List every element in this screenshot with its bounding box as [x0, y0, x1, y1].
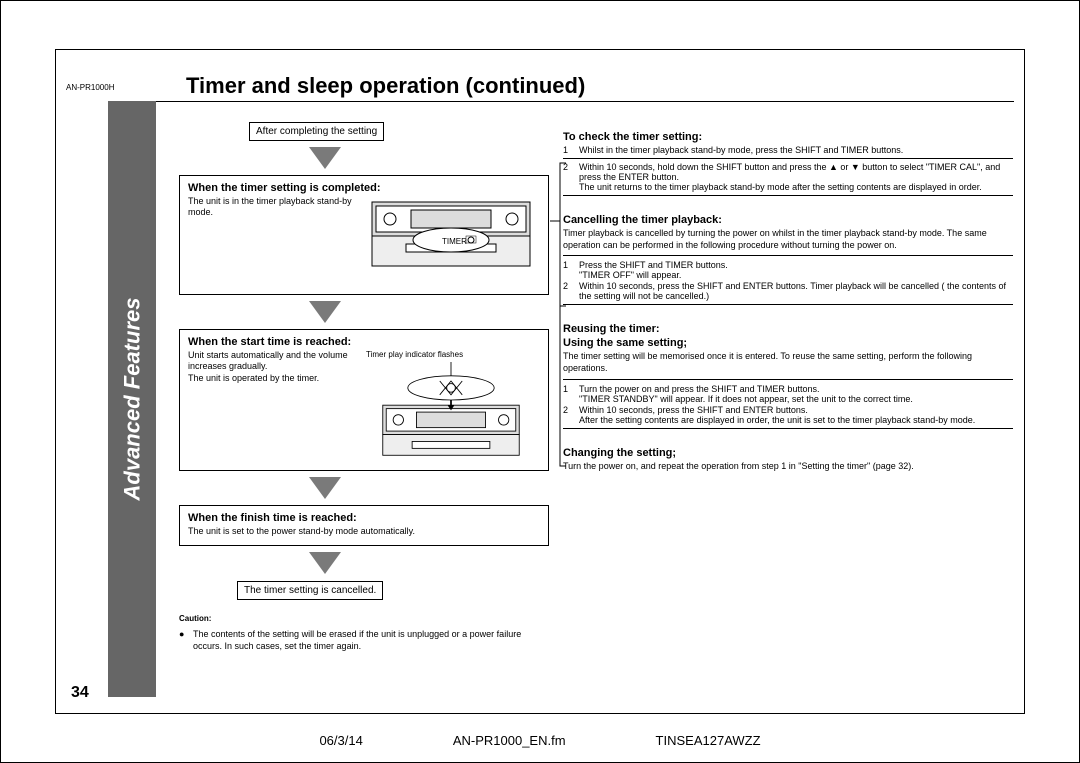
cancel-t1b: "TIMER OFF" will appear.	[579, 270, 1013, 280]
caution-head: Caution:	[179, 614, 549, 623]
num: 2	[563, 162, 573, 192]
reuse-body: The timer setting will be memorised once…	[563, 351, 1013, 374]
sec2-body2: The unit is operated by the timer.	[188, 373, 358, 384]
page-footer: 06/3/14 AN-PR1000_EN.fm TINSEA127AWZZ	[1, 733, 1079, 748]
sidebar-label: Advanced Features	[119, 298, 145, 501]
step-after-complete: After completing the setting	[249, 122, 384, 141]
num: 2	[563, 405, 573, 425]
section-start-time: When the start time is reached: Unit sta…	[179, 329, 549, 471]
right-column: To check the timer setting: 1 Whilst in t…	[563, 131, 1013, 490]
section-reuse-timer: Reusing the timer: Using the same settin…	[563, 323, 1013, 428]
check-t1: Whilst in the timer playback stand-by mo…	[579, 145, 1013, 155]
num: 1	[563, 384, 573, 404]
arrow-down-icon	[309, 147, 341, 169]
num: 1	[563, 260, 573, 280]
section-check-timer: To check the timer setting: 1 Whilst in t…	[563, 131, 1013, 196]
caution-body-row: ● The contents of the setting will be er…	[179, 629, 549, 652]
left-column: After completing the setting When the ti…	[179, 121, 549, 652]
sec1-head: When the timer setting is completed:	[188, 182, 540, 194]
device-illustration-1: TIMER	[366, 196, 540, 286]
model-code: AN-PR1000H	[66, 83, 114, 92]
reuse-t2b: After the setting contents are displayed…	[579, 415, 1013, 425]
sec3-head: When the finish time is reached:	[188, 512, 540, 524]
step-cancelled: The timer setting is cancelled.	[237, 581, 383, 600]
sec2-caption: Timer play indicator flashes	[366, 350, 540, 359]
sec2-body: Unit starts automatically and the volume…	[188, 350, 358, 462]
sec1-body: The unit is in the timer playback stand-…	[188, 196, 358, 286]
change-body: Turn the power on, and repeat the operat…	[563, 461, 1013, 473]
arrow-down-icon	[309, 477, 341, 499]
num: 1	[563, 145, 573, 155]
device-illustration-2: Timer play indicator flashes	[366, 350, 540, 462]
sidebar-tab: Advanced Features	[108, 101, 156, 697]
check-t2b: The unit returns to the timer playback s…	[579, 182, 1013, 192]
arrow-down-icon	[309, 552, 341, 574]
page-title: Timer and sleep operation (continued)	[186, 73, 585, 99]
sec2-body1: Unit starts automatically and the volume…	[188, 350, 358, 373]
change-head: Changing the setting;	[563, 447, 1013, 459]
reuse-t1a: Turn the power on and press the SHIFT an…	[579, 384, 1013, 394]
section-timer-completed: When the timer setting is completed: The…	[179, 175, 549, 295]
check-t2a: Within 10 seconds, hold down the SHIFT b…	[579, 162, 1013, 182]
check-head: To check the timer setting:	[563, 131, 1013, 143]
timer-label: TIMER	[442, 237, 467, 246]
reuse-t2a: Within 10 seconds, press the SHIFT and E…	[579, 405, 1013, 415]
reuse-head1: Reusing the timer:	[563, 323, 1013, 335]
page-number: 34	[71, 684, 89, 702]
section-finish-time: When the finish time is reached: The uni…	[179, 505, 549, 546]
cancel-t1a: Press the SHIFT and TIMER buttons.	[579, 260, 1013, 270]
num: 2	[563, 281, 573, 301]
reuse-head2: Using the same setting;	[563, 337, 1013, 349]
cancel-body: Timer playback is cancelled by turning t…	[563, 228, 1013, 251]
sec3-body: The unit is set to the power stand-by mo…	[188, 526, 540, 537]
section-change-setting: Changing the setting; Turn the power on,…	[563, 447, 1013, 473]
caution-body: The contents of the setting will be eras…	[193, 629, 549, 652]
sec2-head: When the start time is reached:	[188, 336, 540, 348]
footer-doccode: TINSEA127AWZZ	[656, 733, 761, 748]
title-rule	[121, 101, 1014, 102]
footer-date: 06/3/14	[319, 733, 362, 748]
reuse-t1b: "TIMER STANDBY" will appear. If it does …	[579, 394, 1013, 404]
arrow-down-icon	[309, 301, 341, 323]
section-cancel-timer: Cancelling the timer playback: Timer pla…	[563, 214, 1013, 305]
cancel-head: Cancelling the timer playback:	[563, 214, 1013, 226]
cancel-t2: Within 10 seconds, press the SHIFT and E…	[579, 281, 1013, 301]
footer-filename: AN-PR1000_EN.fm	[453, 733, 566, 748]
page-frame: AN-PR1000H Timer and sleep operation (co…	[0, 0, 1080, 763]
bullet-icon: ●	[179, 629, 187, 652]
